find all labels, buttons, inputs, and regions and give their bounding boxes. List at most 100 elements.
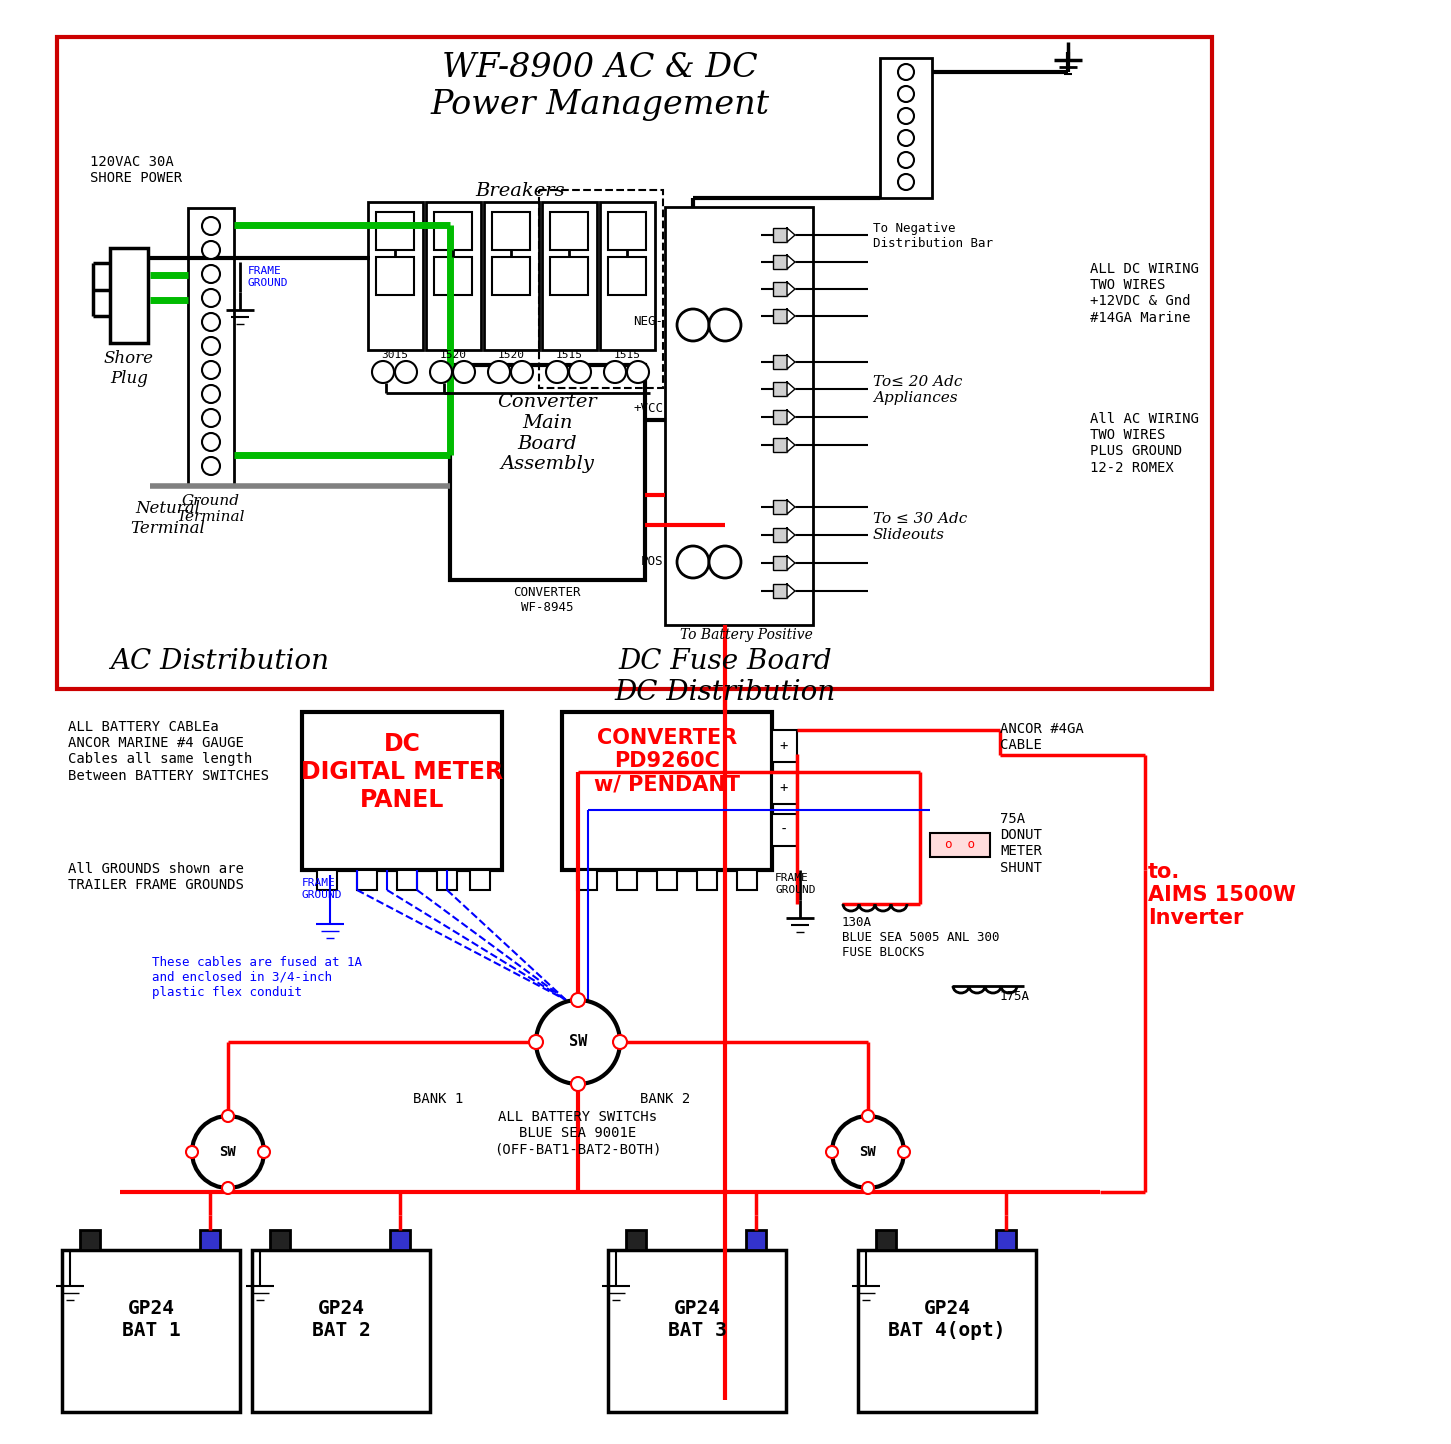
Bar bbox=[470, 869, 490, 890]
Circle shape bbox=[898, 108, 914, 124]
Text: -: - bbox=[779, 823, 788, 838]
Circle shape bbox=[862, 1183, 874, 1194]
Circle shape bbox=[898, 87, 914, 103]
Text: NEG-: NEG- bbox=[633, 315, 663, 328]
Bar bbox=[200, 1230, 221, 1251]
Circle shape bbox=[488, 361, 509, 383]
Bar bbox=[773, 500, 786, 514]
Polygon shape bbox=[786, 583, 795, 598]
Circle shape bbox=[710, 546, 741, 578]
Bar bbox=[608, 1251, 786, 1412]
Circle shape bbox=[612, 1035, 627, 1048]
Bar bbox=[746, 1230, 766, 1251]
Circle shape bbox=[604, 361, 625, 383]
Bar bbox=[773, 583, 786, 598]
Circle shape bbox=[898, 130, 914, 146]
Circle shape bbox=[678, 309, 710, 341]
Text: To Battery Positive: To Battery Positive bbox=[681, 628, 813, 643]
Bar bbox=[543, 202, 596, 349]
Bar bbox=[879, 58, 932, 198]
Bar bbox=[737, 869, 757, 890]
Text: Netural
Terminal: Netural Terminal bbox=[131, 500, 206, 537]
Circle shape bbox=[627, 361, 649, 383]
Text: +: + bbox=[779, 739, 788, 752]
Bar bbox=[398, 869, 416, 890]
Polygon shape bbox=[786, 256, 795, 269]
Bar bbox=[270, 1230, 290, 1251]
Circle shape bbox=[826, 1147, 839, 1158]
Circle shape bbox=[202, 217, 221, 235]
Bar bbox=[62, 1251, 239, 1412]
Text: +VCC: +VCC bbox=[633, 401, 663, 414]
Circle shape bbox=[862, 1110, 874, 1122]
Circle shape bbox=[898, 173, 914, 191]
Polygon shape bbox=[786, 438, 795, 452]
Circle shape bbox=[202, 336, 221, 355]
Text: 175A: 175A bbox=[1000, 991, 1030, 1004]
Bar bbox=[773, 355, 786, 370]
Bar bbox=[376, 212, 414, 250]
Bar bbox=[876, 1230, 897, 1251]
Circle shape bbox=[192, 1116, 264, 1188]
Text: POS: POS bbox=[640, 554, 663, 567]
Bar bbox=[617, 869, 637, 890]
Text: BANK 1: BANK 1 bbox=[414, 1092, 463, 1106]
Circle shape bbox=[202, 266, 221, 283]
Text: All AC WIRING
TWO WIRES
PLUS GROUND
12-2 ROMEX: All AC WIRING TWO WIRES PLUS GROUND 12-2… bbox=[1090, 412, 1199, 475]
Bar bbox=[57, 38, 1212, 689]
Bar bbox=[772, 731, 797, 762]
Bar bbox=[485, 202, 538, 349]
Text: FRAME
GROUND: FRAME GROUND bbox=[248, 266, 289, 287]
Bar bbox=[390, 1230, 411, 1251]
Text: CONVERTER
WF-8945: CONVERTER WF-8945 bbox=[514, 586, 580, 614]
Text: 130A
BLUE SEA 5005 ANL 300
FUSE BLOCKS: 130A BLUE SEA 5005 ANL 300 FUSE BLOCKS bbox=[842, 915, 1000, 959]
Bar bbox=[550, 257, 588, 295]
Text: WF-8900 AC & DC
Power Management: WF-8900 AC & DC Power Management bbox=[431, 52, 769, 121]
Text: Ground
Terminal: Ground Terminal bbox=[177, 494, 245, 524]
Bar bbox=[427, 202, 480, 349]
Circle shape bbox=[429, 361, 453, 383]
Bar bbox=[437, 869, 457, 890]
Circle shape bbox=[569, 361, 591, 383]
Bar bbox=[773, 410, 786, 425]
Text: 1520: 1520 bbox=[498, 349, 524, 360]
Bar bbox=[773, 228, 786, 243]
Circle shape bbox=[202, 313, 221, 331]
Bar bbox=[302, 712, 502, 869]
Bar bbox=[930, 833, 990, 856]
Text: SW: SW bbox=[859, 1145, 876, 1160]
Text: ALL BATTERY SWITCHs
BLUE SEA 9001E
(OFF-BAT1-BAT2-BOTH): ALL BATTERY SWITCHs BLUE SEA 9001E (OFF-… bbox=[495, 1110, 662, 1157]
Text: +: + bbox=[779, 781, 788, 796]
Text: GP24
BAT 2: GP24 BAT 2 bbox=[312, 1298, 370, 1340]
Text: To≤ 20 Adc
Appliances: To≤ 20 Adc Appliances bbox=[874, 375, 962, 406]
Bar bbox=[773, 309, 786, 323]
Text: AC Distribution: AC Distribution bbox=[110, 648, 329, 674]
Text: To Negative
Distribution Bar: To Negative Distribution Bar bbox=[874, 222, 992, 250]
Circle shape bbox=[202, 361, 221, 378]
Bar bbox=[625, 1230, 646, 1251]
Bar bbox=[696, 869, 717, 890]
Text: Shore
Plug: Shore Plug bbox=[104, 349, 154, 387]
Polygon shape bbox=[786, 282, 795, 296]
Text: ALL DC WIRING
TWO WIRES
+12VDC & Gnd
#14GA Marine: ALL DC WIRING TWO WIRES +12VDC & Gnd #14… bbox=[1090, 261, 1199, 325]
Bar bbox=[858, 1251, 1036, 1412]
Text: 3015: 3015 bbox=[382, 349, 409, 360]
Bar bbox=[608, 212, 646, 250]
Text: to.
AIMS 1500W
Inverter: to. AIMS 1500W Inverter bbox=[1148, 862, 1296, 928]
Bar bbox=[773, 438, 786, 452]
Circle shape bbox=[202, 456, 221, 475]
Bar bbox=[601, 202, 654, 349]
Circle shape bbox=[530, 1035, 543, 1048]
Bar bbox=[773, 282, 786, 296]
Circle shape bbox=[258, 1147, 270, 1158]
Text: CONVERTER
PD9260C
w/ PENDANT: CONVERTER PD9260C w/ PENDANT bbox=[593, 728, 740, 794]
Polygon shape bbox=[786, 556, 795, 570]
Text: SW: SW bbox=[219, 1145, 237, 1160]
Polygon shape bbox=[786, 383, 795, 396]
Bar bbox=[189, 208, 234, 487]
Bar bbox=[450, 365, 646, 580]
Text: 1515: 1515 bbox=[556, 349, 582, 360]
Bar bbox=[252, 1251, 429, 1412]
Circle shape bbox=[202, 386, 221, 403]
Circle shape bbox=[511, 361, 533, 383]
